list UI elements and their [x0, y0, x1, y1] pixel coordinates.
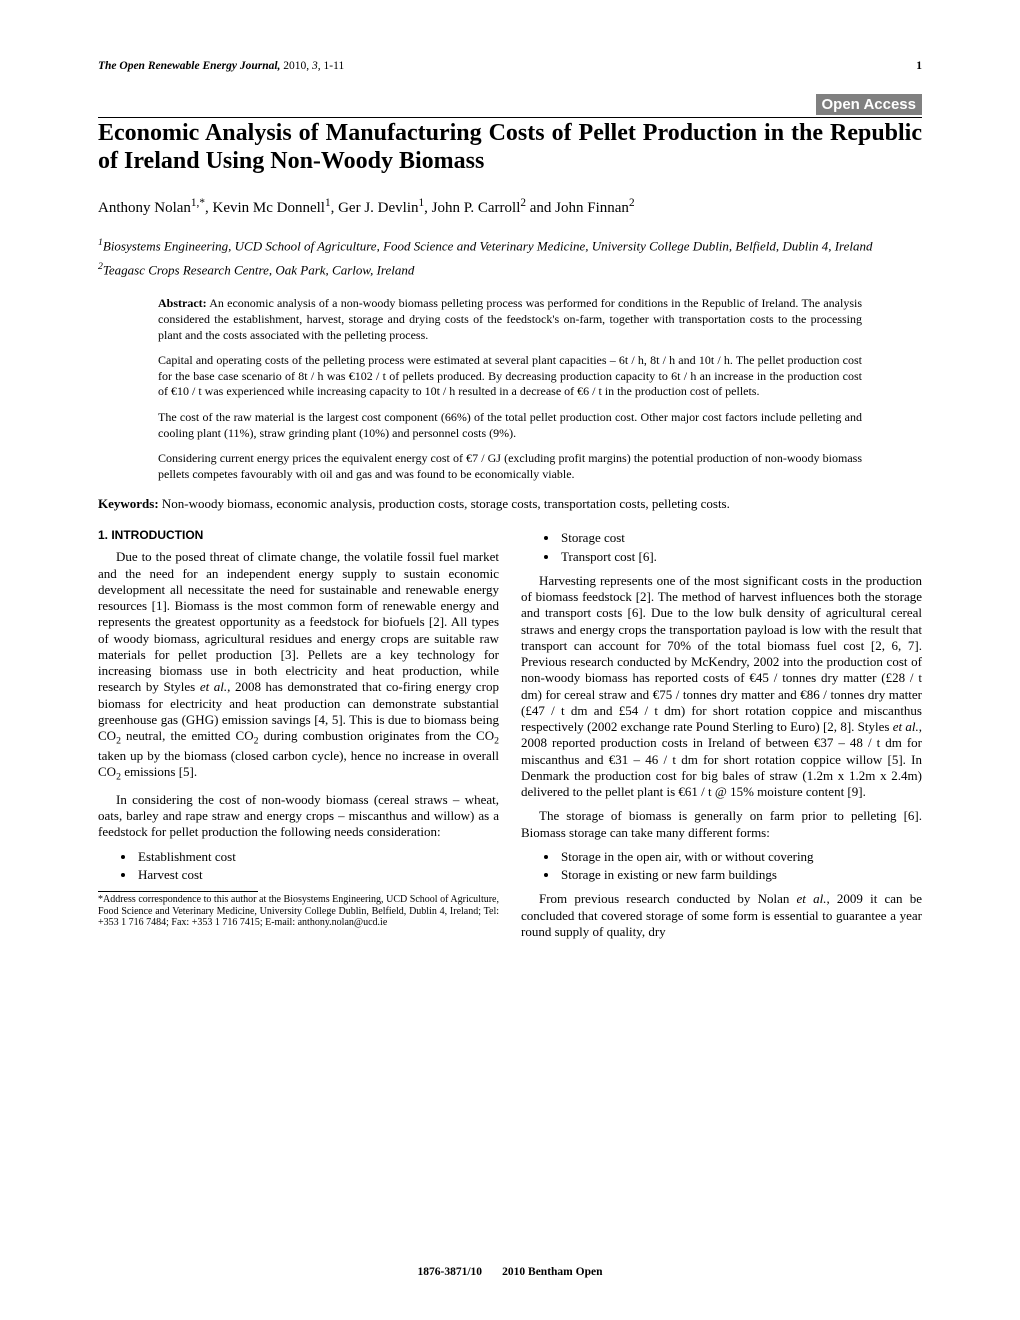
list-item: Harvest cost — [136, 867, 499, 883]
open-access-badge: Open Access — [98, 96, 922, 113]
keywords-text: Non-woody biomass, economic analysis, pr… — [162, 496, 730, 511]
list-item: Establishment cost — [136, 849, 499, 865]
abstract-text-1: An economic analysis of a non-woody biom… — [158, 296, 862, 341]
footnote-rule — [98, 891, 258, 892]
article-title: Economic Analysis of Manufacturing Costs… — [98, 120, 922, 175]
footer-publisher: 2010 Bentham Open — [502, 1266, 602, 1278]
right-column: Storage cost Transport cost [6]. Harvest… — [521, 528, 922, 948]
abstract-p2: Capital and operating costs of the pelle… — [158, 353, 862, 400]
corresponding-footnote: *Address correspondence to this author a… — [98, 894, 499, 929]
header-year: 2010, — [283, 60, 309, 72]
footer-issn: 1876-3871/10 — [418, 1266, 483, 1278]
right-p2: The storage of biomass is generally on f… — [521, 808, 922, 841]
header-pages: 1-11 — [324, 60, 345, 72]
journal-name: The Open Renewable Energy Journal, — [98, 60, 280, 72]
left-column: 1. INTRODUCTION Due to the posed threat … — [98, 528, 499, 948]
list-item: Transport cost [6]. — [559, 549, 922, 565]
page-footer: 1876-3871/10 2010 Bentham Open — [0, 1266, 1020, 1278]
running-header: The Open Renewable Energy Journal, 2010,… — [98, 60, 922, 72]
keywords: Keywords: Non-woody biomass, economic an… — [98, 496, 922, 512]
list-item: Storage cost — [559, 530, 922, 546]
cost-list-left: Establishment cost Harvest cost — [136, 849, 499, 884]
intro-p1: Due to the posed threat of climate chang… — [98, 549, 499, 784]
intro-p2: In considering the cost of non-woody bio… — [98, 792, 499, 841]
affiliation-2: 2Teagasc Crops Research Centre, Oak Park… — [98, 261, 922, 279]
section-heading-intro: 1. INTRODUCTION — [98, 528, 499, 543]
open-access-label: Open Access — [816, 94, 923, 115]
cost-list-right: Storage cost Transport cost [6]. — [559, 530, 922, 565]
keywords-label: Keywords: — [98, 496, 159, 511]
header-volume: 3, — [312, 60, 321, 72]
page-number: 1 — [916, 60, 922, 72]
abstract-label: Abstract: — [158, 296, 207, 310]
title-rule — [98, 117, 922, 118]
storage-list: Storage in the open air, with or without… — [559, 849, 922, 884]
abstract: Abstract: An economic analysis of a non-… — [158, 296, 862, 482]
abstract-p1: Abstract: An economic analysis of a non-… — [158, 296, 862, 343]
affiliation-1: 1Biosystems Engineering, UCD School of A… — [98, 237, 922, 255]
right-p3: From previous research conducted by Nola… — [521, 891, 922, 940]
abstract-p4: Considering current energy prices the eq… — [158, 451, 862, 482]
body-columns: 1. INTRODUCTION Due to the posed threat … — [98, 528, 922, 948]
abstract-p3: The cost of the raw material is the larg… — [158, 410, 862, 441]
right-p1: Harvesting represents one of the most si… — [521, 573, 922, 801]
list-item: Storage in existing or new farm building… — [559, 867, 922, 883]
list-item: Storage in the open air, with or without… — [559, 849, 922, 865]
header-left: The Open Renewable Energy Journal, 2010,… — [98, 60, 344, 72]
authors: Anthony Nolan1,*, Kevin Mc Donnell1, Ger… — [98, 197, 922, 217]
page: The Open Renewable Energy Journal, 2010,… — [0, 0, 1020, 1320]
